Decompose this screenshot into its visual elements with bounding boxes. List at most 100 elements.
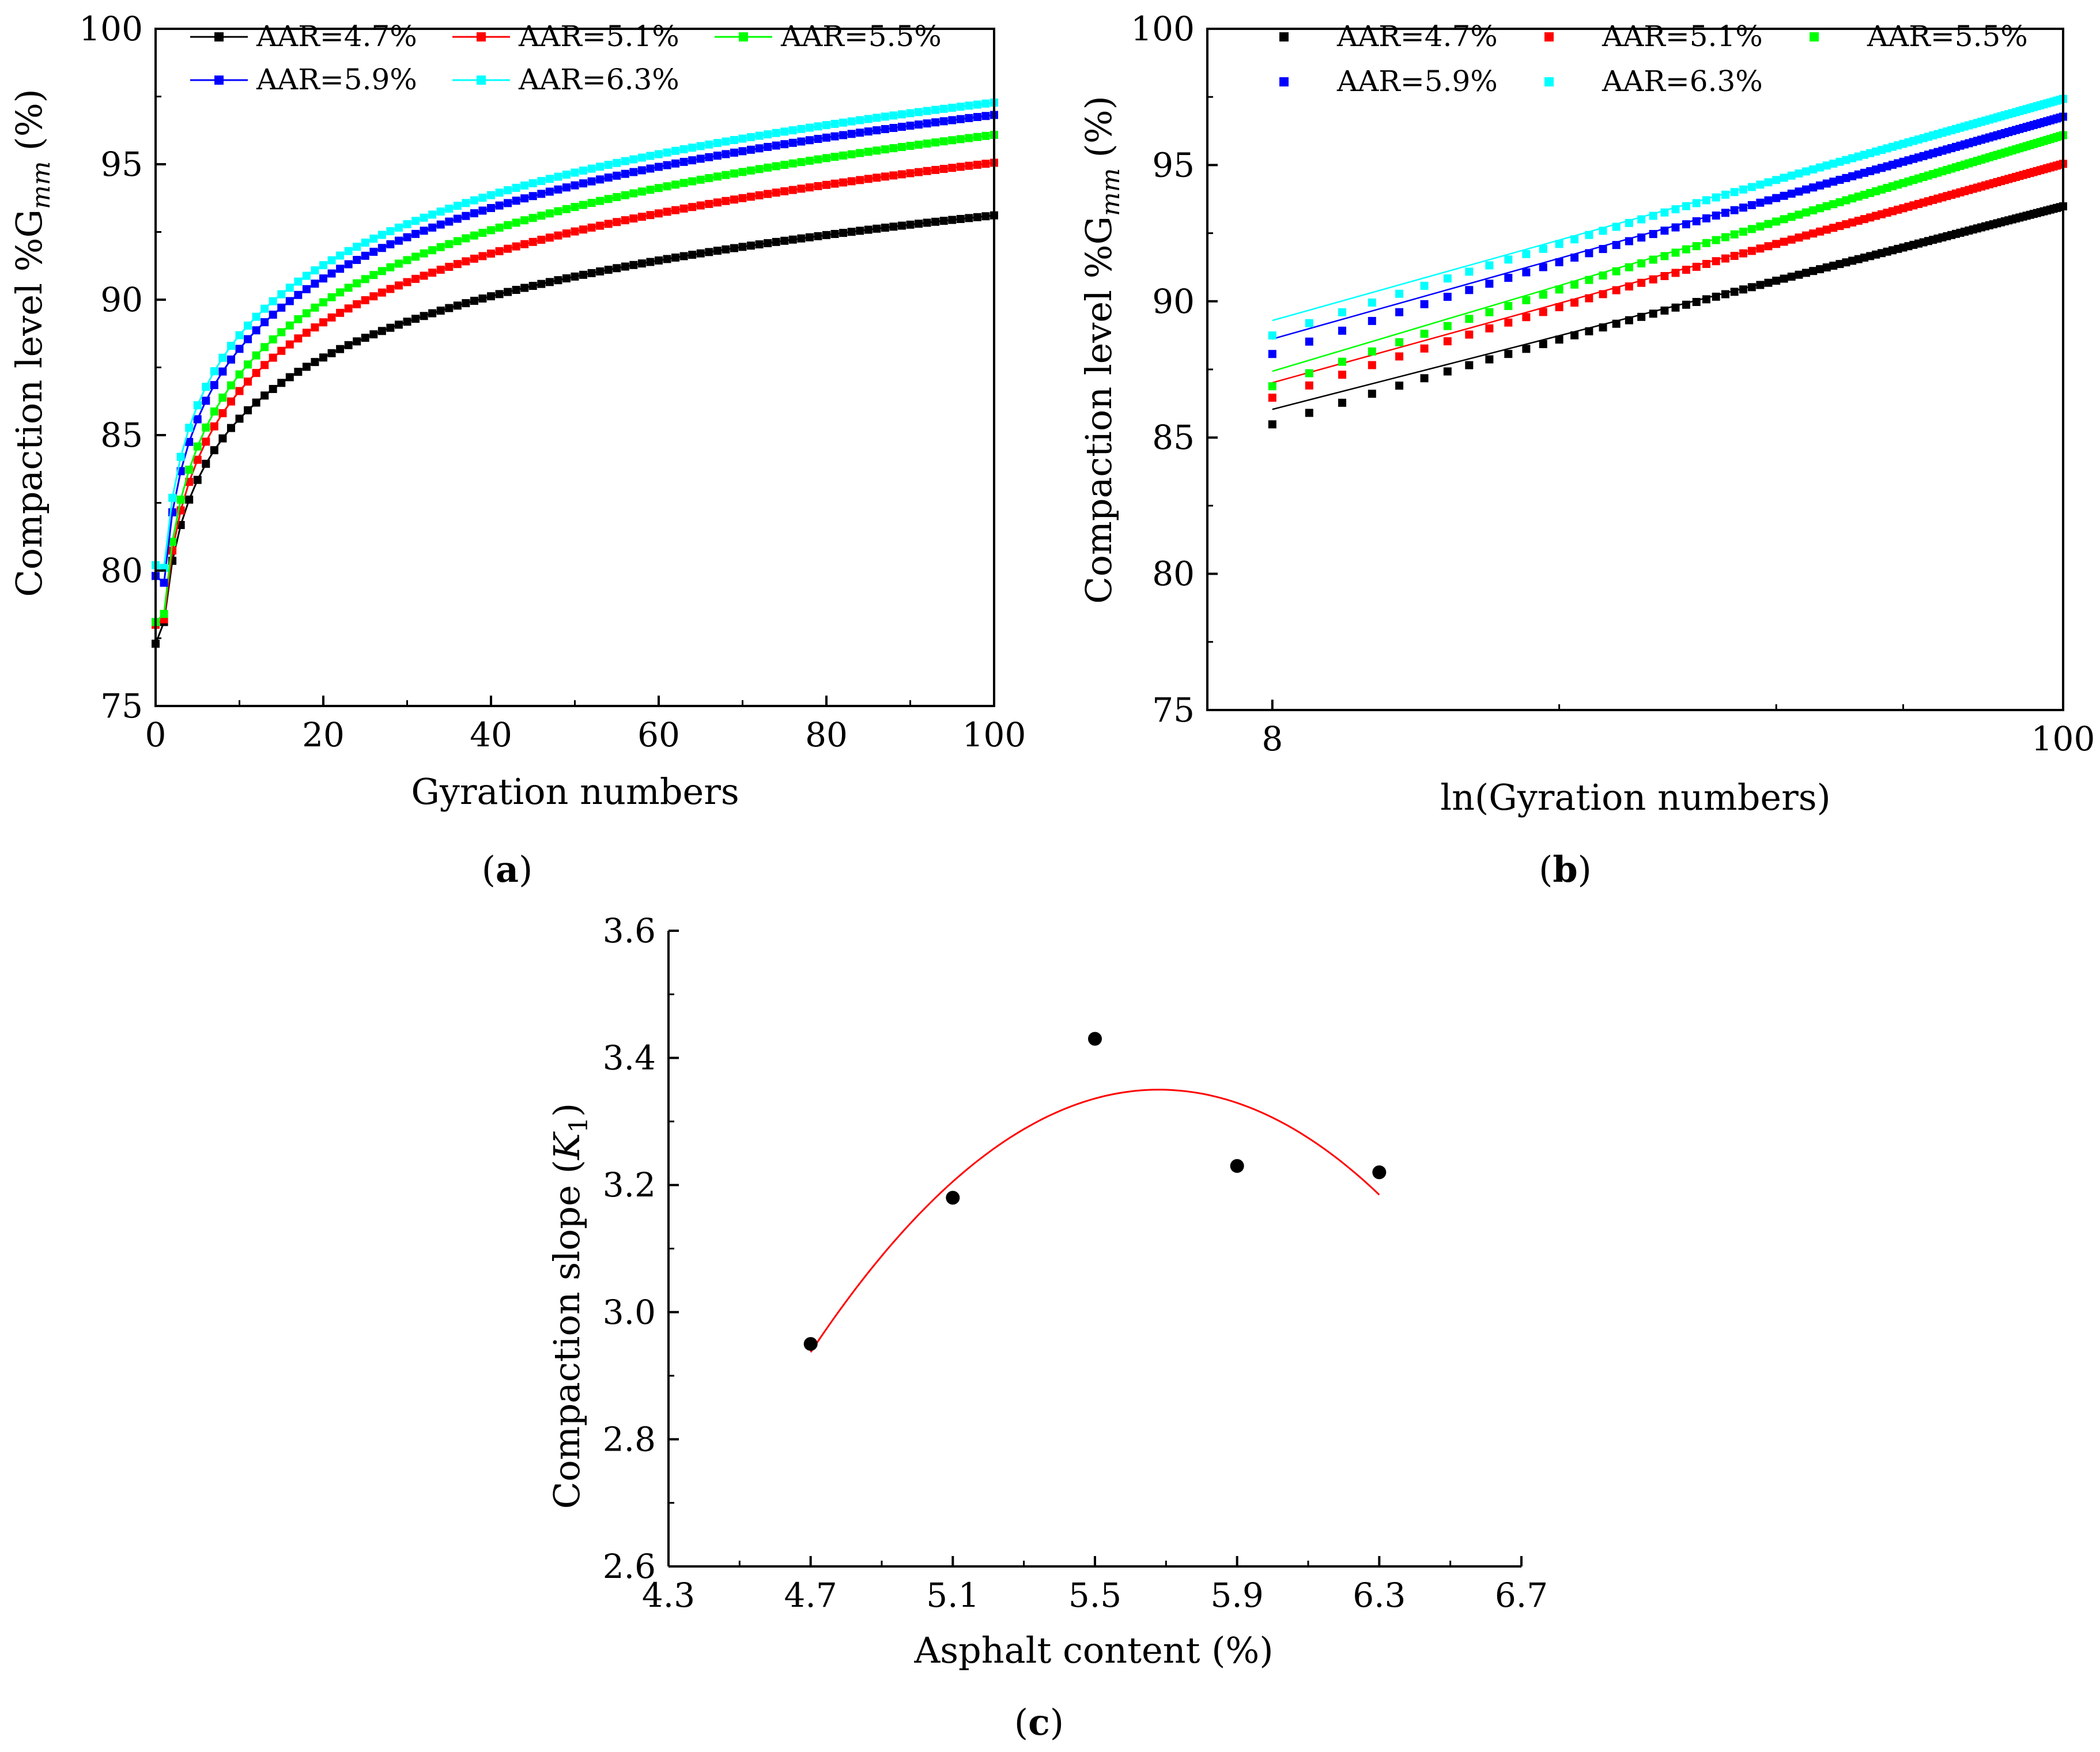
panel-a-data-point bbox=[889, 124, 898, 133]
panel-a-data-point bbox=[512, 197, 520, 205]
panel-a-data-point bbox=[897, 143, 906, 152]
panel-a-data-point bbox=[361, 275, 369, 284]
panel-a-data-point bbox=[679, 145, 688, 153]
panel-a-data-point bbox=[269, 335, 277, 343]
panel-b-data-point bbox=[1682, 202, 1690, 210]
panel-a-data-point bbox=[478, 194, 487, 202]
panel-a-data-point bbox=[613, 218, 621, 226]
panel-a-data-point bbox=[185, 424, 194, 432]
panel-a-data-point bbox=[956, 163, 965, 171]
panel-a-data-point bbox=[478, 206, 487, 215]
panel-b-legend: AAR=4.7% AAR=5.1% AAR=5.5% AAR=5.9% AAR=6.3% bbox=[1279, 20, 2028, 98]
panel-a-data-point bbox=[705, 248, 713, 256]
panel-a-data-point bbox=[923, 218, 931, 227]
panel-b-data-point bbox=[1522, 345, 1531, 353]
panel-b-data-point bbox=[1702, 295, 1710, 304]
panel-a-data-point bbox=[294, 277, 303, 286]
panel-a-data-point bbox=[923, 119, 931, 128]
panel-a-data-point bbox=[269, 297, 277, 305]
panel-b-data-point bbox=[1816, 265, 1825, 274]
panel-a-data-point bbox=[663, 161, 671, 169]
panel-b-data-point bbox=[1268, 420, 1276, 429]
panel-a-data-point bbox=[788, 138, 797, 147]
panel-a-data-point bbox=[939, 117, 948, 126]
panel-a-legend-label: AAR=5.5% bbox=[780, 20, 942, 53]
panel-a-data-point bbox=[822, 121, 830, 130]
panel-b-data-point bbox=[1835, 198, 1844, 206]
panel-b-data-point bbox=[1848, 172, 1857, 180]
panel-a-legend-label: AAR=6.3% bbox=[518, 63, 679, 96]
panel-a-data-point bbox=[646, 152, 655, 160]
panel-b-legend-item: AAR=5.9% bbox=[1279, 65, 1498, 98]
panel-a-data-point bbox=[210, 446, 218, 455]
panel-a-data-point bbox=[336, 308, 345, 317]
panel-a-data-point bbox=[713, 198, 722, 207]
panel-a-data-point bbox=[780, 160, 789, 169]
panel-a-data-point bbox=[897, 110, 906, 119]
panel-a-data-point bbox=[637, 166, 646, 175]
panel-b-data-point bbox=[1682, 245, 1690, 254]
panel-a-data-point bbox=[814, 155, 822, 164]
panel-a-data-point bbox=[655, 150, 663, 158]
panel-a-data-point bbox=[788, 235, 797, 244]
panel-a-data-point bbox=[285, 297, 294, 305]
panel-b-data-point bbox=[1809, 267, 1818, 275]
panel-b-data-point bbox=[1721, 254, 1729, 263]
panel-b-data-point bbox=[1555, 303, 1563, 312]
panel-b-data-point bbox=[1625, 282, 1633, 291]
panel-a-data-point bbox=[655, 163, 663, 171]
panel-a-data-point bbox=[244, 406, 252, 414]
panel-b-data-point bbox=[1555, 240, 1563, 248]
panel-a-data-point bbox=[160, 610, 168, 618]
panel-a-data-point bbox=[839, 118, 848, 127]
panel-b-data-point bbox=[1671, 205, 1680, 214]
panel-b-data-point bbox=[1338, 326, 1347, 335]
panel-b-data-point bbox=[1772, 240, 1781, 248]
panel-a-data-point bbox=[311, 303, 319, 312]
panel-a-data-point bbox=[797, 158, 806, 167]
panel-b-data-point bbox=[1637, 312, 1646, 321]
panel-b-series-2 bbox=[1268, 160, 2067, 402]
panel-a-data-point bbox=[604, 160, 613, 169]
panel-a-data-point bbox=[797, 234, 806, 243]
panel-a-data-point bbox=[671, 159, 680, 168]
panel-b-data-point bbox=[1764, 278, 1773, 287]
panel-a-data-point bbox=[512, 183, 520, 192]
panel-b-data-point bbox=[1599, 290, 1607, 299]
panel-b-data-point bbox=[1504, 301, 1513, 310]
panel-b-data-point bbox=[1822, 225, 1831, 234]
panel-a-data-point bbox=[965, 214, 973, 222]
panel-a-data-point bbox=[386, 227, 395, 236]
panel-b-data-point bbox=[1772, 194, 1781, 202]
panel-a-data-point bbox=[948, 116, 957, 124]
panel-c-fit-curve bbox=[810, 1089, 1380, 1353]
panel-a-data-point bbox=[294, 334, 303, 343]
panel-b-y-tick-label: 80 bbox=[1152, 554, 1195, 594]
panel-a-data-point bbox=[277, 328, 286, 337]
panel-a-data-point bbox=[772, 188, 780, 197]
panel-b-data-point bbox=[1702, 196, 1710, 205]
panel-a-data-point bbox=[931, 217, 940, 226]
panel-b-data-point bbox=[1692, 242, 1701, 251]
panel-a-data-point bbox=[260, 361, 269, 369]
panel-c-y-tick-label: 2.8 bbox=[603, 1419, 656, 1459]
panel-b-data-point bbox=[1570, 235, 1579, 244]
panel-b-legend-label: AAR=5.1% bbox=[1602, 20, 1763, 53]
panel-a-data-point bbox=[377, 267, 386, 275]
panel-a-y-axis-title: Compaction level %Gmm (%) bbox=[8, 89, 56, 597]
panel-a-data-point bbox=[797, 184, 806, 193]
panel-a-data-point bbox=[193, 442, 202, 451]
panel-c-y-axis-title-close: ) bbox=[546, 1103, 588, 1117]
panel-a-data-point bbox=[537, 280, 546, 288]
panel-a-data-point bbox=[277, 303, 286, 312]
panel-a-data-point bbox=[504, 199, 512, 207]
panel-a-data-point bbox=[285, 340, 294, 349]
panel-a-data-point bbox=[788, 159, 797, 168]
panel-a-data-point bbox=[923, 167, 931, 175]
panel-a-data-point bbox=[528, 237, 537, 246]
panel-b-data-point bbox=[1795, 270, 1803, 279]
panel-b-legend-label: AAR=4.7% bbox=[1336, 20, 1498, 53]
panel-a-data-point bbox=[571, 203, 579, 212]
panel-a-data-point bbox=[193, 455, 202, 464]
panel-c-y-tick-label: 2.6 bbox=[603, 1547, 656, 1586]
